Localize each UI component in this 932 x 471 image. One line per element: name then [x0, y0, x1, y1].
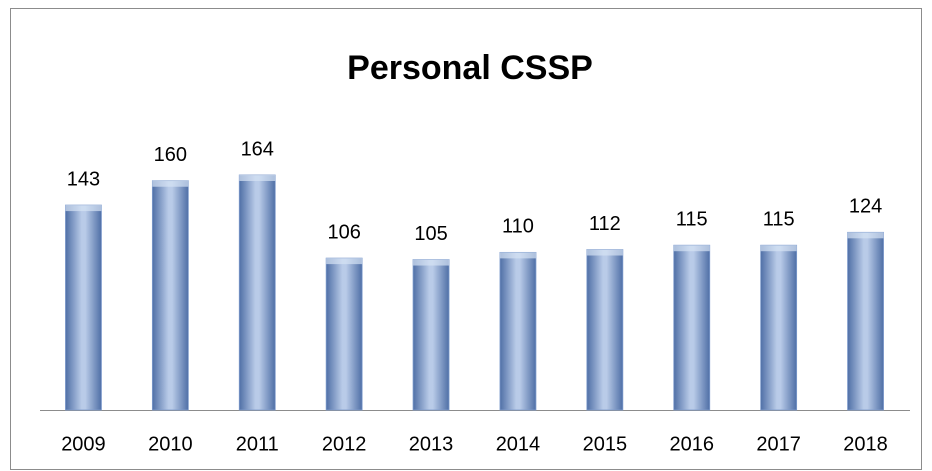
- bar: [847, 231, 884, 411]
- x-tick-label: 2016: [670, 433, 715, 455]
- bar-body: [673, 244, 711, 411]
- data-label: 112: [589, 213, 621, 235]
- bar-cap: [413, 259, 450, 266]
- bar-cap: [499, 252, 536, 259]
- bar: [586, 249, 624, 411]
- data-label: 115: [763, 208, 795, 230]
- data-label: 143: [67, 168, 100, 190]
- bar: [760, 244, 798, 411]
- bar-cap: [239, 175, 276, 181]
- bar-cap: [847, 232, 884, 239]
- x-tick-label: 2017: [756, 433, 801, 455]
- bar-body: [760, 244, 798, 411]
- bar-cap: [326, 258, 363, 265]
- x-tick-label: 2010: [148, 433, 193, 455]
- bar-cap: [152, 180, 189, 187]
- bar: [499, 251, 537, 411]
- x-tick-label: 2014: [496, 433, 541, 455]
- bar: [151, 180, 189, 411]
- bar-body: [412, 259, 450, 411]
- bar-cap: [586, 249, 623, 256]
- bar-body: [151, 180, 189, 411]
- bar-body: [586, 249, 624, 411]
- bar-cap: [760, 245, 797, 252]
- bar-body: [238, 174, 276, 411]
- data-label: 160: [154, 144, 187, 166]
- chart-title: Personal CSSP: [347, 49, 593, 87]
- x-tick-label: 2018: [843, 433, 888, 455]
- bar: [673, 244, 711, 411]
- bar-body: [325, 257, 363, 411]
- data-label: 124: [849, 196, 882, 218]
- x-tick-label: 2012: [322, 433, 367, 455]
- data-label: 115: [676, 208, 708, 230]
- bar-body: [65, 204, 102, 411]
- bar: [238, 174, 276, 411]
- x-tick-label: 2013: [409, 433, 454, 455]
- bar-body: [499, 251, 537, 411]
- x-tick-label: 2011: [236, 433, 279, 455]
- x-tick-label: 2009: [61, 433, 106, 455]
- data-label: 110: [502, 216, 534, 238]
- data-label: 164: [241, 138, 274, 160]
- x-tick-label: 2015: [583, 433, 628, 455]
- bar-cap: [673, 245, 710, 252]
- bar-cap: [65, 205, 102, 212]
- bar-body: [847, 231, 884, 411]
- data-label: 105: [414, 223, 447, 245]
- bar: [412, 259, 450, 411]
- bar: [65, 204, 102, 411]
- data-label: 106: [327, 221, 360, 243]
- bar: [325, 257, 363, 411]
